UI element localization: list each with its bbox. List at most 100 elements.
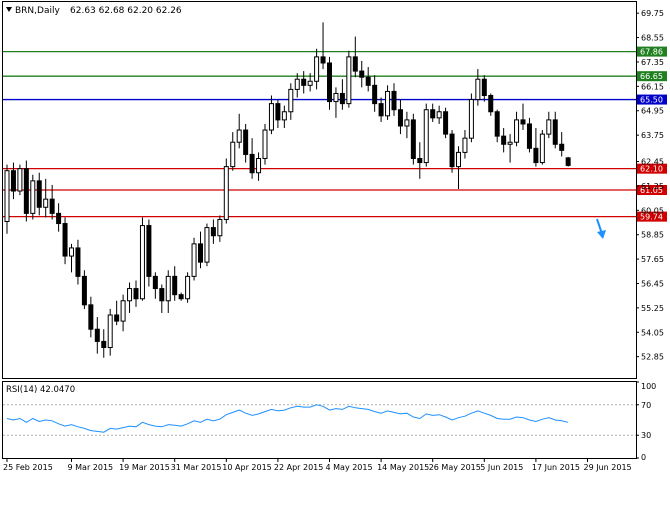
candle	[4, 164, 10, 234]
candle	[165, 270, 171, 313]
candle	[301, 71, 307, 94]
candle	[546, 111, 552, 139]
candle	[30, 174, 36, 220]
ohlc-readout: 62.63 62.68 62.20 62.26	[70, 6, 182, 16]
candle	[417, 142, 423, 179]
candle	[230, 132, 236, 171]
level-price-tag	[637, 185, 667, 195]
date-tick-label: 9 Mar 2015	[68, 463, 114, 472]
candlestick-series	[4, 22, 571, 358]
level-price-label: 59.74	[640, 213, 663, 222]
price-tick-label: 56.45	[641, 279, 664, 288]
candle	[36, 172, 42, 216]
candle	[268, 95, 274, 135]
candle	[75, 239, 81, 285]
candle	[533, 128, 539, 167]
candle	[404, 111, 410, 139]
candle	[217, 215, 223, 242]
price-tick-label: 62.45	[641, 158, 664, 167]
date-tick-label: 17 Jun 2015	[532, 463, 580, 472]
candle	[462, 130, 468, 159]
candle	[359, 60, 365, 88]
level-price-tag	[637, 211, 667, 222]
date-tick-label: 26 May 2015	[429, 463, 481, 472]
candle	[107, 308, 113, 356]
price-tick-label: 69.75	[641, 9, 664, 18]
candle	[17, 164, 23, 196]
candle	[94, 317, 100, 354]
level-price-label: 65.50	[640, 96, 663, 105]
candle	[210, 219, 216, 244]
level-price-label: 62.10	[640, 165, 663, 174]
candle	[185, 272, 191, 303]
candle	[494, 109, 500, 143]
candle	[223, 158, 229, 224]
candle	[139, 217, 145, 301]
candle	[198, 231, 203, 269]
candle	[81, 270, 87, 309]
candle	[114, 300, 120, 326]
candle	[475, 69, 481, 106]
candle	[314, 48, 320, 90]
candle	[449, 130, 455, 173]
candle	[333, 87, 339, 118]
price-tick-label: 64.95	[641, 107, 664, 116]
rsi-line	[6, 404, 569, 433]
candle	[262, 123, 268, 165]
candle	[397, 99, 403, 135]
candle	[101, 329, 107, 358]
symbol-label: BRN,Daily	[15, 6, 60, 16]
candle	[178, 292, 184, 301]
price-tick-label: 54.05	[641, 328, 664, 337]
main-plot-frame	[2, 1, 637, 379]
price-tick-label: 55.25	[641, 304, 664, 313]
level-price-label: 61.05	[640, 186, 663, 195]
candle	[146, 219, 152, 287]
date-tick-label: 10 Apr 2015	[222, 463, 271, 472]
level-price-tag	[637, 94, 667, 105]
level-price-tag	[637, 46, 667, 57]
candle	[249, 138, 255, 179]
candle	[204, 223, 210, 267]
date-tick-label: 19 Mar 2015	[119, 463, 170, 472]
date-tick-label: 25 Feb 2015	[3, 463, 53, 472]
date-tick-label: 29 Jun 2015	[584, 463, 632, 472]
price-tick-label: 68.55	[641, 34, 664, 43]
candle	[243, 123, 249, 163]
date-tick-label: 5 Jun 2015	[480, 463, 523, 472]
candle	[236, 113, 242, 149]
candle	[43, 178, 49, 218]
candle	[378, 97, 384, 122]
rsi-title: RSI(14) 42.0470	[6, 385, 75, 395]
candle	[127, 282, 133, 313]
candle	[565, 156, 571, 167]
candle	[346, 50, 352, 108]
candle	[88, 296, 94, 338]
price-tick-label: 66.15	[641, 82, 664, 91]
candle	[69, 243, 74, 273]
candle	[552, 111, 558, 149]
candle	[372, 75, 378, 112]
candle	[339, 79, 345, 110]
candle	[385, 85, 391, 120]
level-price-tag	[637, 163, 667, 174]
candle	[288, 83, 294, 120]
candle	[501, 128, 507, 153]
down-arrow-icon	[596, 218, 606, 239]
date-tick-label: 31 Mar 2015	[171, 463, 222, 472]
level-price-tag	[637, 71, 667, 82]
rsi-tick-label: 70	[641, 401, 651, 410]
candle	[436, 105, 442, 124]
candle	[294, 73, 300, 98]
triangle-down-icon[interactable]	[6, 7, 12, 12]
candle	[23, 160, 29, 222]
price-tick-label: 58.85	[641, 231, 664, 240]
candle	[443, 107, 449, 139]
candle	[507, 134, 513, 163]
candle	[120, 294, 126, 332]
candle	[56, 203, 62, 232]
candle	[391, 83, 397, 116]
price-tick-label: 60.05	[641, 206, 664, 215]
candle	[526, 117, 532, 153]
